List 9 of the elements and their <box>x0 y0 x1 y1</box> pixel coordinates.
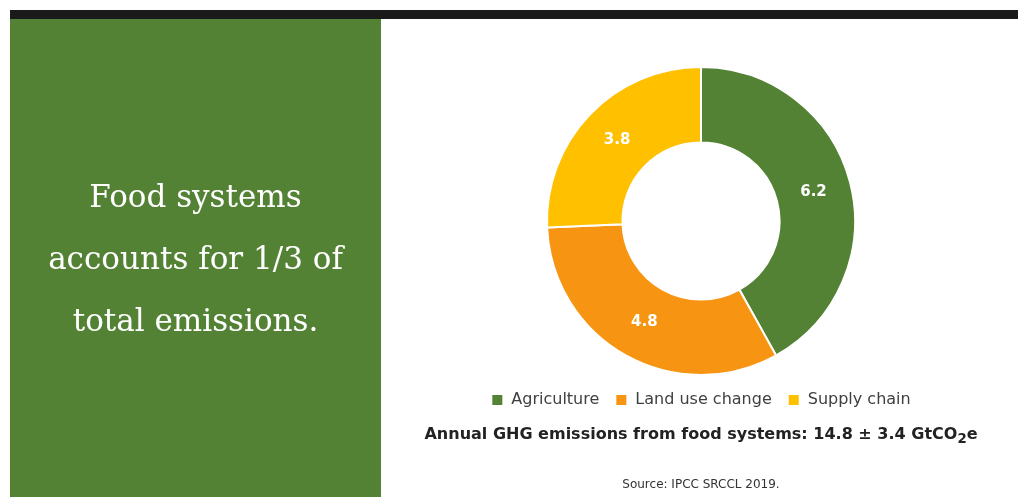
legend-label: Land use change <box>635 389 772 409</box>
data-label: 6.2 <box>800 181 827 200</box>
data-label: 4.8 <box>631 312 658 331</box>
text: Food systems accounts for 1/3 of total emissions. <box>47 177 346 340</box>
source-note: Source: IPCC SRCCL 2019. <box>621 477 781 491</box>
legend-label: Supply chain <box>807 389 911 409</box>
legend-label: Agriculture <box>511 389 600 409</box>
data-label: 3.8 <box>603 130 631 149</box>
text: Annual GHG emissions from food systems: 14.8 ± 3.4 GtCO$_{2}$e <box>423 424 979 447</box>
